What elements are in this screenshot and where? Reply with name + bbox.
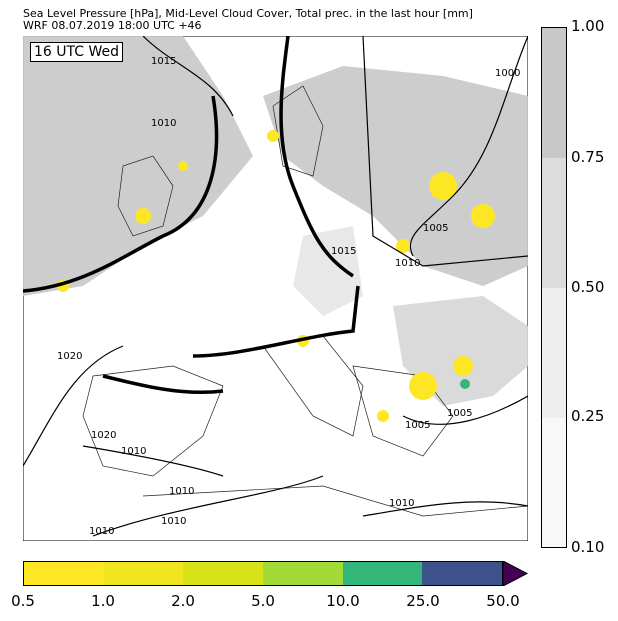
isobar-label: 1015 — [151, 56, 176, 67]
chart-title: Sea Level Pressure [hPa], Mid-Level Clou… — [23, 7, 473, 20]
isobar-label: 1010 — [121, 446, 146, 457]
precip-tick: 1.0 — [91, 592, 115, 610]
isobar-label: 1010 — [151, 118, 176, 129]
precip-tick: 0.5 — [11, 592, 35, 610]
map-panel: 1015 1010 1000 1005 1010 1015 1020 1020 … — [23, 36, 528, 541]
isobar-label: 1020 — [91, 430, 116, 441]
cloud-tick: 0.75 — [571, 148, 605, 166]
isobar-labels: 1015 1010 1000 1005 1010 1015 1020 1020 … — [57, 56, 520, 537]
precip-colorbar-segment — [24, 562, 104, 585]
cloud-tick: 0.10 — [571, 538, 605, 556]
precip-colorbar-segment — [342, 562, 423, 585]
cloud-colorbar-segment — [542, 418, 566, 547]
precip-tick: 2.0 — [171, 592, 195, 610]
isobar-label: 1000 — [495, 68, 520, 79]
precip-colorbar-segment — [422, 562, 503, 585]
isobar-label: 1005 — [447, 408, 472, 419]
isobar-label: 1020 — [57, 351, 82, 362]
cloud-tick: 1.00 — [571, 17, 605, 35]
cloud-tick: 0.50 — [571, 278, 605, 296]
isobar-label: 1010 — [389, 498, 414, 509]
precip-colorbar-segment — [183, 562, 264, 585]
precip-tick: 5.0 — [251, 592, 275, 610]
cloud-colorbar-segment — [542, 288, 566, 418]
chart-subtitle: WRF 08.07.2019 18:00 UTC +46 — [23, 19, 202, 32]
precip-colorbar-extend-arrow — [503, 561, 529, 586]
cloud-tick: 0.25 — [571, 407, 605, 425]
isobar-label: 1005 — [405, 420, 430, 431]
precip-tick: 50.0 — [486, 592, 520, 610]
cloud-colorbar-segment — [542, 28, 566, 158]
isobars — [23, 36, 528, 537]
precip-colorbar-segment — [103, 562, 184, 585]
isobar-label: 1010 — [161, 516, 186, 527]
isobar-label: 1010 — [169, 486, 194, 497]
precip-colorbar-segment — [263, 562, 343, 585]
precip-tick: 25.0 — [406, 592, 440, 610]
cloud-colorbar — [541, 27, 567, 548]
precip-tick: 10.0 — [326, 592, 360, 610]
cloud-colorbar-segment — [542, 158, 566, 288]
precip-colorbar — [23, 561, 503, 586]
isobar-label: 1005 — [423, 223, 448, 234]
isobar-label: 1010 — [395, 258, 420, 269]
time-label: 16 UTC Wed — [30, 42, 123, 62]
isobar-label: 1010 — [89, 526, 114, 537]
isobar-label: 1015 — [331, 246, 356, 257]
